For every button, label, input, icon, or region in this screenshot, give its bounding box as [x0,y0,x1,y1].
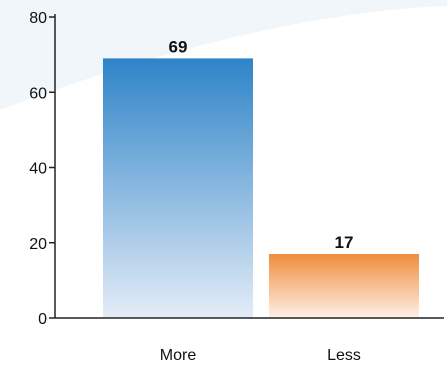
y-tick-label-80: 80 [29,10,47,27]
background-swoosh [0,0,447,110]
y-tick-label-40: 40 [29,161,47,178]
x-tick-label-more: More [160,347,197,364]
y-tick-label-0: 0 [38,311,47,328]
bars-layer [103,58,419,318]
bar-less [269,254,419,318]
x-tick-label-less: Less [327,347,361,364]
y-tick-label-60: 60 [29,85,47,102]
axes-layer [49,14,444,319]
y-tick-label-20: 20 [29,236,47,253]
labels-layer: 69 More 17 Less 0 20 40 60 80 [29,10,361,364]
data-label-less: 17 [335,233,354,252]
bar-more [103,58,253,318]
data-label-more: 69 [169,37,188,56]
